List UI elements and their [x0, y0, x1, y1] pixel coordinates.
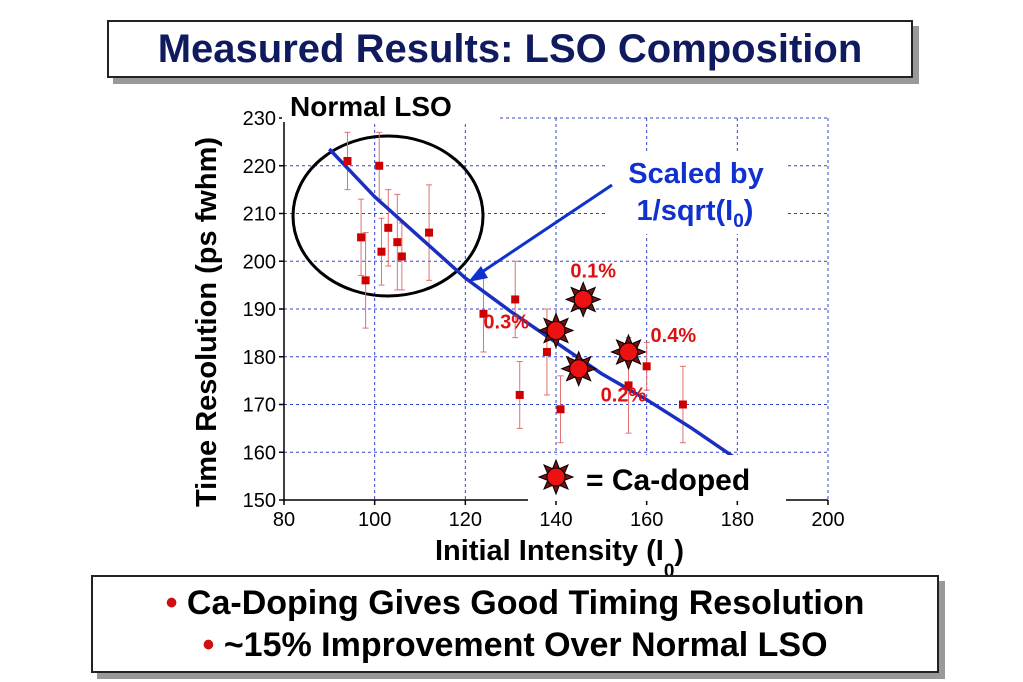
normal-lso-label: Normal LSO [290, 91, 452, 122]
ca-doped-label: 0.1% [570, 260, 616, 282]
x-tick-label: 200 [811, 509, 844, 531]
data-point [642, 362, 651, 371]
scaled-arrow-head [468, 266, 488, 282]
data-point [678, 400, 687, 409]
title-box: Measured Results: LSO Composition [107, 20, 913, 78]
data-point [556, 405, 565, 414]
x-tick-label: 80 [273, 509, 295, 531]
scaled-label-line2: 1/sqrt(I0) [637, 195, 754, 232]
star-layer: 0.1% 0.3% 0.4% 0.2% [483, 260, 696, 406]
grid-layer [284, 117, 829, 500]
fit-layer [328, 147, 739, 461]
x-tick-label: 100 [358, 509, 391, 531]
star-core [546, 320, 566, 340]
y-tick-label: 210 [243, 204, 276, 226]
summary-line-2: • ~15% Improvement Over Normal LSO [202, 624, 827, 666]
star-core [573, 289, 593, 309]
x-axis-label-main: Initial Intensity (I [435, 535, 664, 567]
x-axis-label-sub: 0 [664, 561, 675, 582]
x-tick-label: 140 [539, 509, 572, 531]
x-tick-label: 180 [721, 509, 754, 531]
ca-doped-point [560, 350, 598, 388]
y-tick-label: 230 [243, 108, 276, 130]
ca-doped-point [610, 333, 647, 371]
legend-star-shape [537, 458, 575, 496]
x-tick-label: 120 [449, 509, 482, 531]
star-core [569, 359, 589, 379]
ca-doped-label: 0.3% [483, 311, 529, 333]
summary-text-1: Ca-Doping Gives Good Timing Resolution [186, 584, 865, 622]
data-point [361, 276, 370, 285]
scaled-label-end: ) [744, 195, 754, 227]
point-layer [343, 156, 687, 414]
summary-box: • Ca-Doping Gives Good Timing Resolution… [91, 575, 939, 673]
scaled-label-line1: Scaled by [628, 158, 763, 190]
scaled-label-main: 1/sqrt(I [637, 195, 734, 227]
star-core [619, 342, 639, 362]
ca-doped-label: 0.4% [651, 325, 697, 347]
data-point [375, 161, 384, 170]
scaled-label-sub: 0 [733, 211, 744, 232]
x-axis-label: Initial Intensity (I0) [435, 535, 684, 582]
data-point [511, 295, 520, 304]
y-tick-label: 150 [243, 490, 276, 512]
y-axis-label: Time Resolution (ps fwhm) [191, 137, 223, 507]
x-axis-label-end: ) [674, 535, 684, 567]
summary-text-2: ~15% Improvement Over Normal LSO [223, 626, 828, 664]
legend-ca-doped-icon [537, 458, 575, 496]
slide-title: Measured Results: LSO Composition [157, 26, 863, 71]
y-tick-label: 200 [243, 251, 276, 273]
data-point [624, 381, 633, 390]
legend-ca-doped-label: = Ca-doped [586, 464, 750, 497]
data-point [542, 347, 551, 356]
summary-line-1: • Ca-Doping Gives Good Timing Resolution [166, 582, 865, 624]
data-point [377, 247, 386, 256]
y-tick-label: 180 [243, 347, 276, 369]
bullet-marker-2: • [202, 626, 215, 664]
data-point [397, 252, 406, 261]
ca-doped-label: 0.2% [601, 385, 647, 407]
scaled-arrow-line [475, 183, 613, 278]
y-tick-label: 220 [243, 156, 276, 178]
normal-lso-ellipse [291, 134, 485, 298]
star-core [546, 467, 566, 487]
y-tick-label: 160 [243, 442, 276, 464]
ca-doped-point [564, 281, 602, 318]
scaled-label-bg [605, 152, 785, 234]
ca-doped-point [537, 312, 575, 349]
data-point [343, 156, 352, 165]
data-point [425, 228, 434, 237]
data-point [384, 223, 393, 232]
data-point [357, 233, 366, 242]
y-tick-label: 190 [243, 299, 276, 321]
fit-curve [328, 147, 739, 461]
x-tick-label: 160 [630, 509, 663, 531]
data-point [515, 390, 524, 399]
data-point [393, 238, 402, 247]
bullet-marker-1: • [165, 584, 178, 622]
y-tick-label: 170 [243, 395, 276, 417]
normal-lso-label-bg [282, 88, 500, 122]
data-point [479, 309, 488, 318]
